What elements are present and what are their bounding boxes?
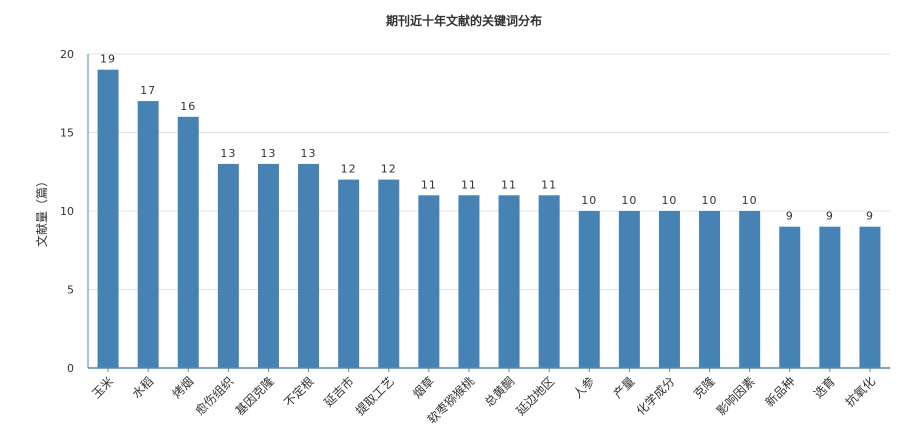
bar	[658, 211, 680, 368]
data-label: 11	[461, 178, 477, 191]
data-label: 13	[301, 147, 317, 160]
grid-lines	[88, 53, 890, 290]
x-tick-label: 提取工艺	[352, 374, 397, 419]
bar	[298, 163, 320, 368]
data-label: 12	[381, 163, 397, 176]
axes	[87, 54, 890, 372]
data-labels: 19 17 16 13 13 13 12 12 11 11 11 11 10 10 10 10 10 9 9 9	[100, 53, 874, 223]
bar	[498, 195, 520, 368]
bar	[217, 163, 239, 368]
bar	[739, 211, 761, 368]
chart-title: 期刊近十年文献的关键词分布	[386, 13, 542, 28]
bar	[97, 69, 119, 368]
data-label: 9	[786, 210, 794, 223]
data-label: 12	[341, 163, 357, 176]
data-label: 10	[702, 194, 718, 207]
y-axis-label: 文献量（篇）	[34, 175, 49, 247]
x-tick-label: 延吉市	[321, 374, 357, 410]
x-tick-label: 愈伤组织	[192, 374, 237, 419]
data-label: 10	[621, 194, 637, 207]
bar	[257, 163, 279, 368]
bar	[819, 226, 841, 368]
data-label: 11	[541, 178, 557, 191]
x-tick-label: 选育	[810, 374, 838, 402]
x-tick-label: 新品种	[762, 374, 798, 410]
x-tick-label: 不定根	[281, 374, 317, 410]
data-label: 10	[742, 194, 758, 207]
data-label: 11	[421, 178, 437, 191]
x-tick-label: 基因克隆	[232, 374, 277, 419]
x-tick-label: 产量	[611, 374, 638, 401]
data-label: 9	[826, 210, 834, 223]
x-tick-label: 克隆	[690, 374, 718, 402]
y-tick-labels: 0 5 10 15 20	[60, 48, 74, 375]
bar	[177, 116, 199, 368]
x-tick-label: 人参	[570, 374, 598, 402]
data-label: 11	[501, 178, 517, 191]
x-tick-label: 延边地区	[513, 374, 557, 418]
data-label: 19	[100, 53, 116, 66]
x-tick-label: 水稻	[129, 374, 156, 401]
data-label: 16	[180, 100, 196, 113]
bar	[378, 179, 400, 368]
data-label: 10	[581, 194, 597, 207]
x-tick-label: 烤烟	[169, 374, 197, 402]
data-label: 13	[260, 147, 276, 160]
bars	[97, 69, 881, 368]
bar	[538, 195, 560, 368]
y-tick-label: 10	[60, 205, 74, 218]
data-label: 10	[661, 194, 677, 207]
bar	[458, 195, 480, 368]
data-label: 13	[220, 147, 236, 160]
bar	[578, 211, 600, 368]
y-tick-label: 0	[67, 362, 74, 375]
x-tick-label: 影响因素	[713, 374, 758, 419]
bar	[859, 226, 881, 368]
bar	[137, 101, 159, 368]
x-tick-label: 化学成分	[633, 374, 678, 419]
y-tick-label: 5	[67, 284, 74, 297]
x-tick-label: 玉米	[89, 374, 116, 401]
data-label: 17	[140, 84, 156, 97]
y-tick-label: 20	[60, 48, 74, 61]
x-tick-label: 烟草	[410, 374, 437, 401]
bar	[779, 226, 801, 368]
bar	[699, 211, 721, 368]
x-tick-label: 抗氧化	[842, 374, 878, 410]
y-tick-label: 15	[60, 127, 74, 140]
data-label: 9	[866, 210, 874, 223]
x-tick-label: 总黄酮	[482, 374, 517, 409]
bar	[618, 211, 640, 368]
bar	[338, 179, 360, 368]
bar	[418, 195, 440, 368]
